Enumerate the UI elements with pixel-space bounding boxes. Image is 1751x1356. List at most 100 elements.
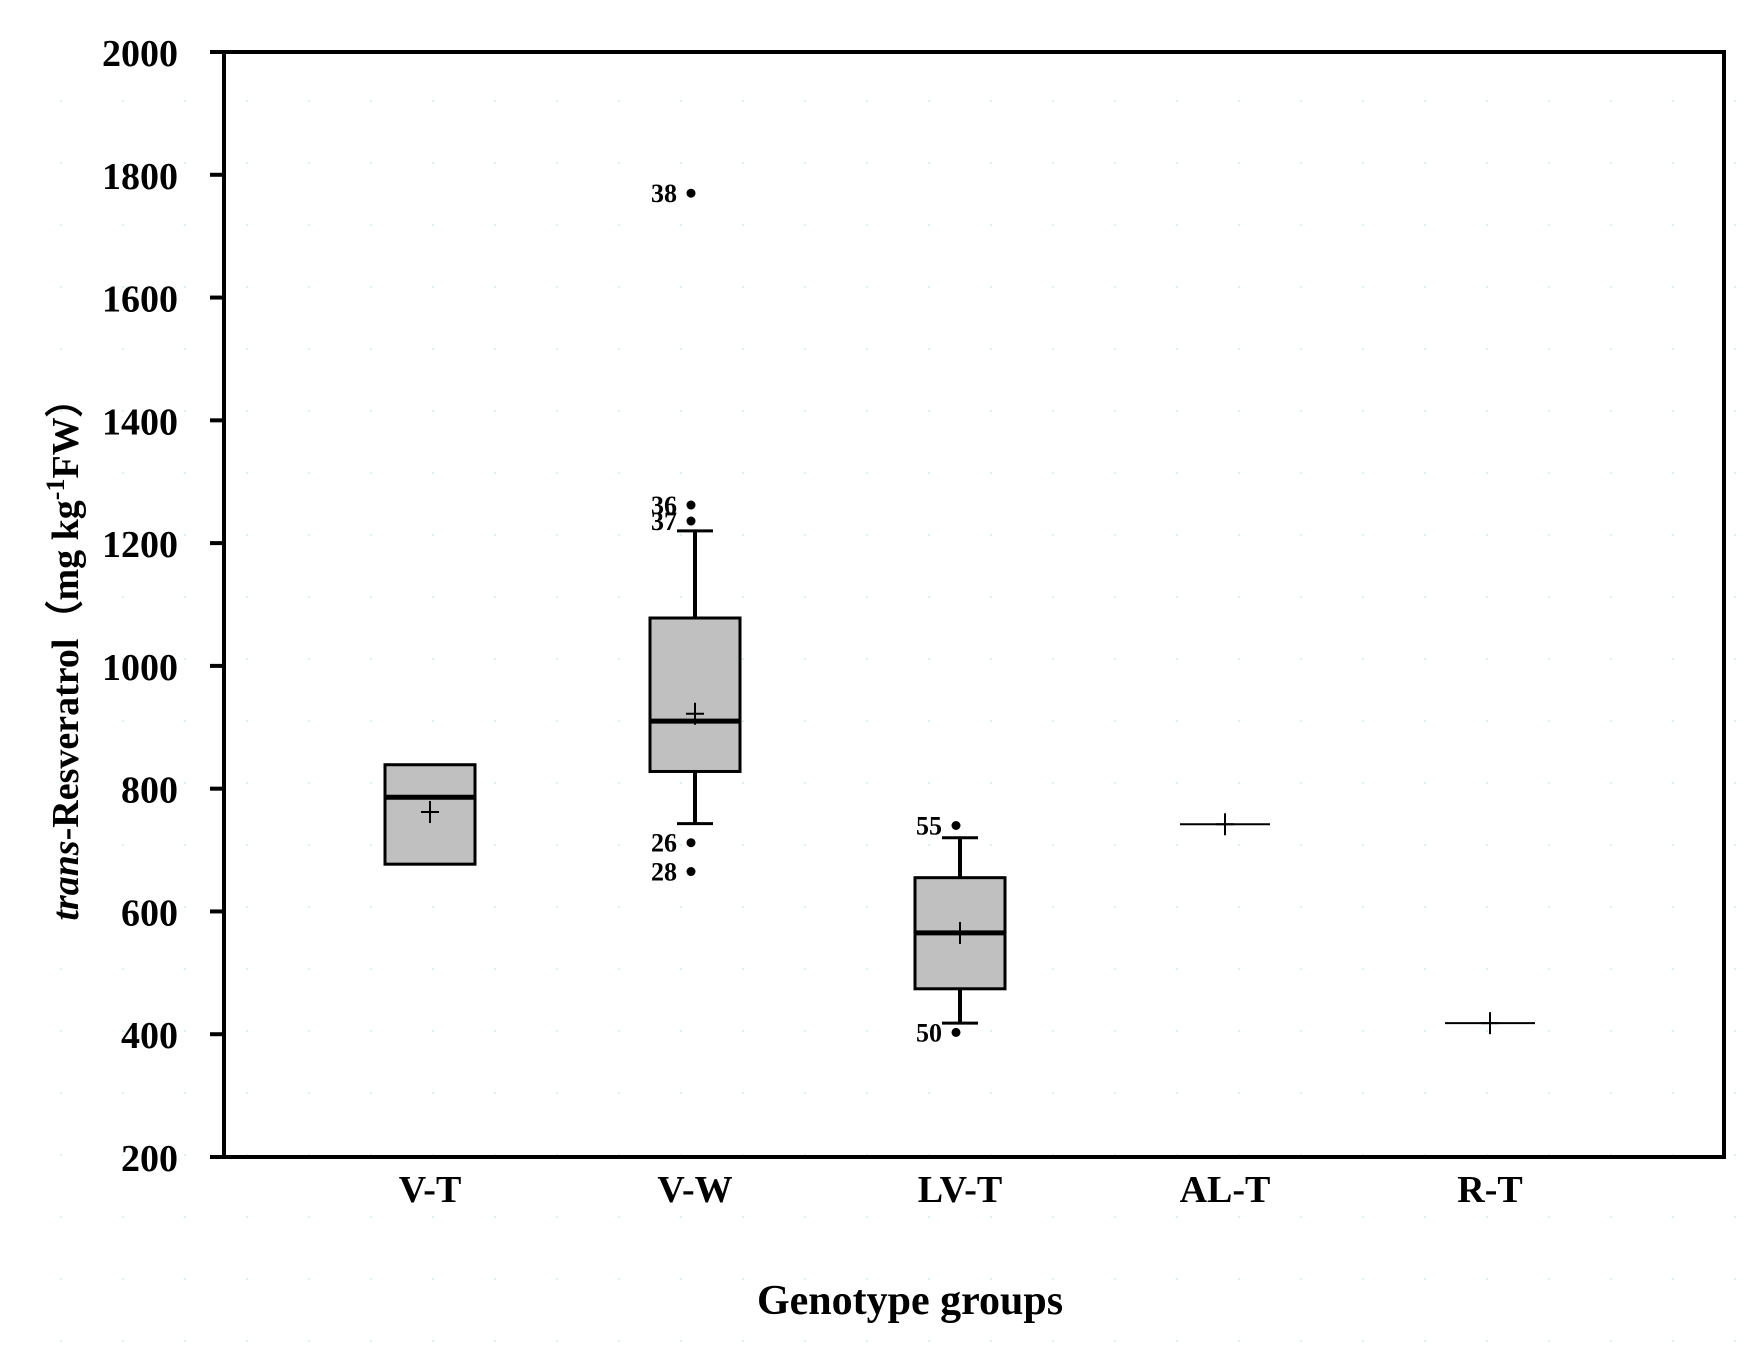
background-dot [1238,596,1240,598]
background-dot [370,596,372,598]
background-dot [928,534,930,536]
background-dot [742,348,744,350]
background-dot [928,1092,930,1094]
background-dot [1176,596,1178,598]
background-dot [1362,100,1364,102]
background-dot [432,1092,434,1094]
x-axis-title: Genotype groups [757,1278,1063,1324]
background-dot [556,1030,558,1032]
background-dot [1176,968,1178,970]
background-dot [1734,286,1736,288]
background-dot [866,596,868,598]
background-dot [928,1278,930,1280]
background-dot [1176,782,1178,784]
background-dot [928,224,930,226]
background-dot [804,844,806,846]
background-dot [618,1030,620,1032]
background-dot [246,348,248,350]
background-dot [60,1278,62,1280]
mean-marker [1216,813,1234,836]
background-dot [1300,596,1302,598]
background-dot [370,1092,372,1094]
background-dot [494,1092,496,1094]
background-dot [1486,1030,1488,1032]
background-dot [1486,1092,1488,1094]
background-dot [1486,1216,1488,1218]
background-dot [1424,844,1426,846]
box [648,616,742,773]
background-dot [1176,162,1178,164]
background-dot [122,1092,124,1094]
y-axis-title: trans-Resveratrol（mg kg-1FW） [41,379,88,920]
background-dot [1114,472,1116,474]
background-dot [680,100,682,102]
background-dot [494,906,496,908]
background-dot [1114,844,1116,846]
background-dot [618,472,620,474]
background-dot [556,286,558,288]
background-dot [432,224,434,226]
background-dot [308,658,310,660]
outlier-label: 36 [651,491,677,520]
background-dot [1114,534,1116,536]
background-dot [866,348,868,350]
background-dot [866,100,868,102]
outlier-label: 50 [916,1018,942,1047]
background-dot [122,596,124,598]
background-dot [370,472,372,474]
background-dot [1052,1092,1054,1094]
background-dot [1114,286,1116,288]
background-dot [1672,720,1674,722]
background-dot [618,844,620,846]
background-dot [1672,596,1674,598]
background-dot [680,1216,682,1218]
background-dot [1486,906,1488,908]
background-dot [370,1030,372,1032]
background-dot [122,1340,124,1342]
mean-marker [686,702,704,725]
background-dot [990,410,992,412]
outlier-point [686,188,696,198]
background-dot [1610,906,1612,908]
background-dot [1734,1278,1736,1280]
background-dot [1052,906,1054,908]
background-dot [308,224,310,226]
background-dot [1734,1154,1736,1156]
y-tick-label: 1200 [102,524,178,566]
background-dot [1238,224,1240,226]
background-dot [1238,162,1240,164]
background-dot [370,286,372,288]
background-dot [184,844,186,846]
background-dot [742,472,744,474]
background-dot [1052,658,1054,660]
background-dot [1548,100,1550,102]
background-dot [1176,1340,1178,1342]
background-dot [122,1030,124,1032]
background-dot [60,720,62,722]
background-dot [1734,1092,1736,1094]
background-dot [1052,782,1054,784]
background-dot [618,286,620,288]
y-tick-label: 1000 [102,647,178,689]
background-dot [308,1030,310,1032]
background-dot [556,472,558,474]
background-dot [60,968,62,970]
background-dot [742,1216,744,1218]
background-dot [1300,1340,1302,1342]
background-dot [122,782,124,784]
background-dot [866,720,868,722]
background-dot [556,224,558,226]
background-dot [1734,224,1736,226]
background-dot [618,1216,620,1218]
background-dot [618,658,620,660]
background-dot [1114,410,1116,412]
background-dot [556,720,558,722]
background-dot [122,1154,124,1156]
background-dot [680,224,682,226]
background-dot [1486,534,1488,536]
background-dot [1548,348,1550,350]
background-dot [1734,1030,1736,1032]
background-dot [1672,782,1674,784]
background-dot [1176,410,1178,412]
background-dot [1734,162,1736,164]
